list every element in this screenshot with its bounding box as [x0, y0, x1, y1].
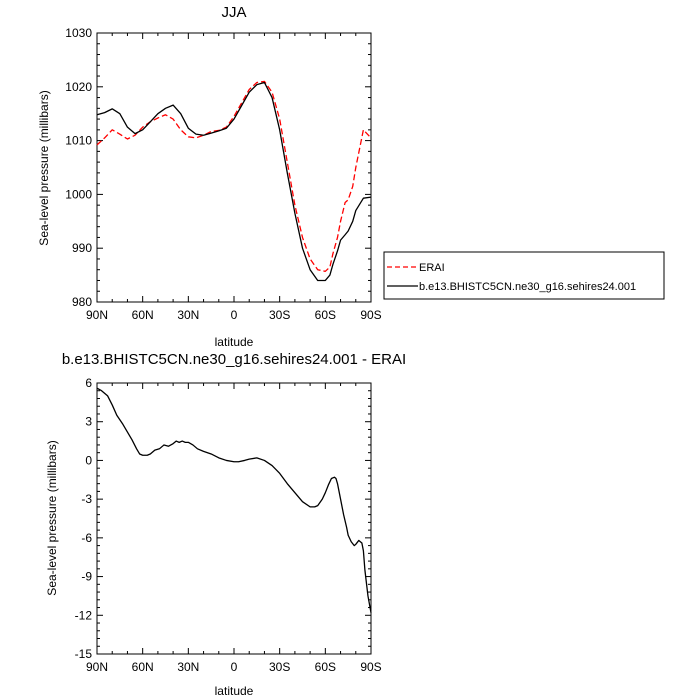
bottom-x-tick-label: 60S	[315, 660, 336, 674]
top-x-tick-label: 90S	[360, 308, 381, 322]
top-y-tick-label: 1000	[65, 187, 92, 201]
top-x-axis-label: latitude	[215, 335, 254, 349]
top-series-model-line	[96, 81, 372, 282]
bottom-series-group	[96, 387, 372, 613]
top-panel: JJA 980 990 1000 1010 1020 1030 90N 60N 30N 0 30S…	[37, 4, 382, 349]
top-x-tick-label: 30S	[269, 308, 290, 322]
bottom-y-tick-label: -12	[75, 608, 93, 622]
legend-label-model: b.e13.BHISTC5CN.ne30_g16.sehires24.001	[419, 281, 636, 293]
bottom-y-tick-label: -15	[75, 647, 93, 661]
bottom-y-tick-label: 0	[85, 453, 92, 467]
top-series-group	[96, 80, 372, 282]
top-series-erai-line	[96, 80, 372, 272]
legend: ERAI b.e13.BHISTC5CN.ne30_g16.sehires24.…	[383, 251, 665, 300]
top-x-tick-label: 60S	[315, 308, 336, 322]
bottom-panel: b.e13.BHISTC5CN.ne30_g16.sehires24.001 -…	[45, 351, 406, 698]
bottom-y-axis-label: Sea-level pressure (millibars)	[45, 440, 59, 595]
legend-box	[383, 251, 665, 300]
top-y-tick-labels: 980 990 1000 1010 1020 1030	[65, 26, 92, 309]
bottom-x-tick-label: 90N	[86, 660, 108, 674]
top-axis-ticks	[96, 32, 372, 303]
top-x-tick-label: 90N	[86, 308, 108, 322]
bottom-y-tick-label: 6	[85, 376, 92, 390]
bottom-x-tick-labels: 90N 60N 30N 0 30S 60S 90S	[86, 660, 382, 674]
bottom-y-tick-label: -6	[81, 531, 92, 545]
bottom-chart-title: b.e13.BHISTC5CN.ne30_g16.sehires24.001 -…	[62, 351, 406, 368]
bottom-x-tick-label: 90S	[360, 660, 381, 674]
top-chart-title: JJA	[221, 4, 246, 21]
top-x-tick-label: 60N	[132, 308, 154, 322]
top-y-tick-label: 1030	[65, 26, 92, 40]
top-y-tick-label: 1020	[65, 80, 92, 94]
bottom-x-tick-label: 30N	[177, 660, 199, 674]
bottom-axis-ticks	[96, 382, 372, 655]
top-plot-frame	[96, 32, 372, 303]
legend-label-erai: ERAI	[419, 262, 445, 274]
bottom-x-axis-label: latitude	[215, 684, 254, 698]
bottom-x-tick-label: 30S	[269, 660, 290, 674]
bottom-y-tick-label: -9	[81, 570, 92, 584]
top-y-axis-label: Sea-level pressure (millibars)	[37, 90, 51, 245]
bottom-series-difference-line	[96, 387, 372, 613]
bottom-x-tick-label: 0	[231, 660, 238, 674]
top-x-tick-label: 30N	[177, 308, 199, 322]
bottom-y-tick-label: 3	[85, 415, 92, 429]
top-y-tick-label: 980	[72, 295, 92, 309]
bottom-plot-frame	[96, 382, 372, 655]
top-x-tick-labels: 90N 60N 30N 0 30S 60S 90S	[86, 308, 382, 322]
top-y-tick-label: 1010	[65, 134, 92, 148]
top-x-tick-label: 0	[231, 308, 238, 322]
bottom-x-tick-label: 60N	[132, 660, 154, 674]
top-y-tick-label: 990	[72, 241, 92, 255]
bottom-y-tick-labels: -15 -12 -9 -6 -3 0 3 6	[75, 376, 93, 661]
bottom-y-tick-label: -3	[81, 492, 92, 506]
